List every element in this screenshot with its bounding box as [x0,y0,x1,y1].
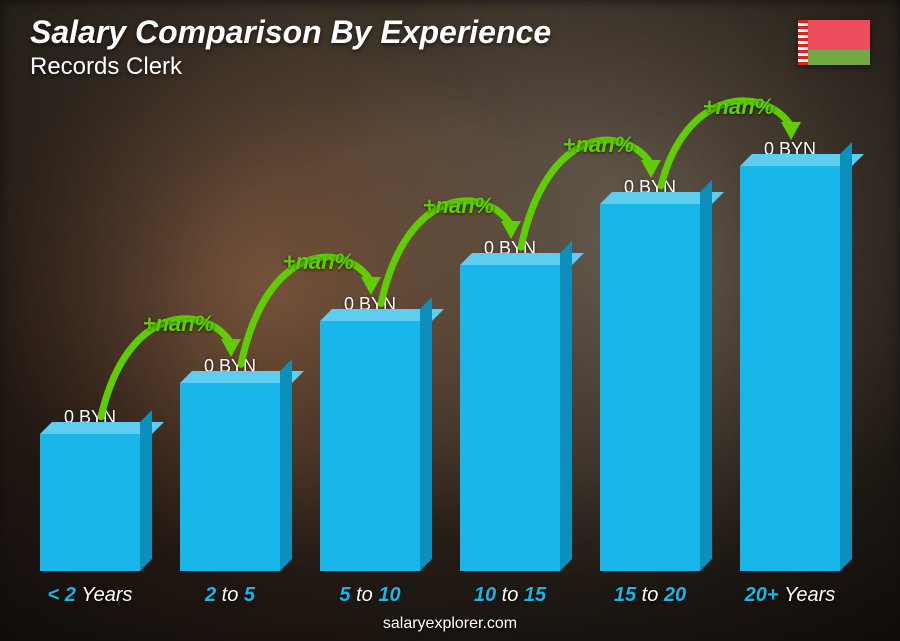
bar-side-face [700,180,712,571]
category-label: 5 to 10 [310,584,430,607]
chart-subtitle: Records Clerk [30,53,870,81]
bar-slot: 0 BYN [590,100,710,571]
category-label: 15 to 20 [590,584,710,607]
bars-row: 0 BYN0 BYN0 BYN0 BYN0 BYN0 BYN [30,100,850,571]
bar-slot: 0 BYN [310,100,430,571]
bar-side-face [560,241,572,571]
bar-front-face [320,321,420,571]
flag-body [808,20,870,65]
bar-slot: 0 BYN [30,100,150,571]
header: Salary Comparison By Experience Records … [30,14,870,81]
bar-slot: 0 BYN [450,100,570,571]
flag-red-stripe [808,20,870,50]
bar-front-face [600,204,700,571]
bar-side-face [840,142,852,571]
bar-slot: 0 BYN [730,100,850,571]
bar-side-face [280,359,292,571]
bar-front-face [740,166,840,571]
bar [460,265,560,571]
flag-hoist-ornament [798,20,808,65]
bar-slot: 0 BYN [170,100,290,571]
category-label: 10 to 15 [450,584,570,607]
bar-front-face [180,383,280,571]
bar [600,204,700,571]
bar [180,383,280,571]
flag-green-stripe [808,50,870,65]
bar-side-face [420,297,432,571]
belarus-flag-icon [798,20,870,65]
chart-title: Salary Comparison By Experience [30,14,870,51]
chart-plot-area: 0 BYN0 BYN0 BYN0 BYN0 BYN0 BYN +nan%+nan… [30,100,850,571]
category-label: < 2 Years [30,584,150,607]
footer-credit: salaryexplorer.com [0,615,900,633]
category-axis: < 2 Years 2 to 5 5 to 10 10 to 15 15 to 20 20… [30,584,850,607]
category-label: 20+ Years [730,584,850,607]
category-label: 2 to 5 [170,584,290,607]
bar-front-face [460,265,560,571]
bar-front-face [40,434,140,571]
bar [740,166,840,571]
bar [40,434,140,571]
bar-side-face [140,410,152,571]
bar [320,321,420,571]
